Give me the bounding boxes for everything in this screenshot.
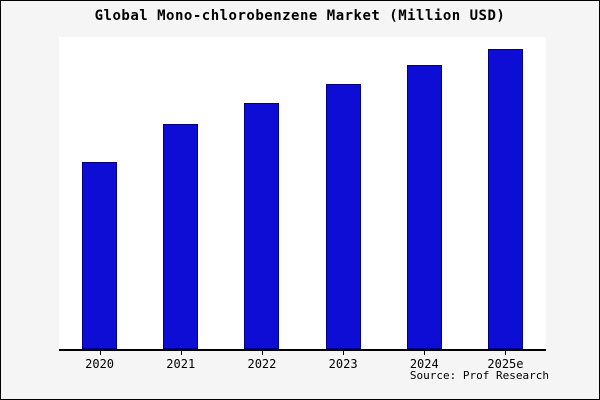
x-axis-tick: [99, 351, 101, 355]
bar-slot-2022: [221, 37, 302, 349]
x-axis-label-2023: 2023: [303, 351, 384, 371]
x-axis-label-text: 2021: [166, 357, 196, 371]
bars-container: [59, 37, 546, 349]
x-axis-label-2022: 2022: [221, 351, 302, 371]
bar-2020: [82, 161, 118, 349]
bar-2021: [163, 124, 199, 349]
bar-slot-2021: [140, 37, 221, 349]
x-axis-label-2021: 2021: [140, 351, 221, 371]
x-axis-tick: [505, 351, 507, 355]
x-axis-labels: 2020 2021 2022 2023 2024 2025e: [59, 351, 546, 371]
x-axis-label-2025e: 2025e: [465, 351, 546, 371]
x-axis-label-text: 2024: [409, 357, 439, 371]
bar-slot-2020: [59, 37, 140, 349]
plot-area: [59, 37, 546, 351]
x-axis-tick: [424, 351, 426, 355]
bar-slot-2023: [303, 37, 384, 349]
bar-2022: [244, 102, 280, 349]
x-axis-label-text: 2023: [328, 357, 358, 371]
bar-2023: [325, 83, 361, 349]
bar-slot-2025e: [465, 37, 546, 349]
x-axis-tick: [343, 351, 345, 355]
bar-2024: [406, 65, 442, 349]
x-axis-label-text: 2020: [85, 357, 115, 371]
bar-slot-2024: [384, 37, 465, 349]
chart-title: Global Mono-chlorobenzene Market (Millio…: [94, 8, 506, 24]
bar-2025e: [487, 49, 523, 349]
x-axis-tick: [261, 351, 263, 355]
x-axis-label-2020: 2020: [59, 351, 140, 371]
source-text: Source: Prof Research: [409, 369, 549, 382]
x-axis-label-text: 2022: [247, 357, 277, 371]
x-axis-tick: [180, 351, 182, 355]
x-axis-label-text: 2025e: [487, 357, 524, 371]
x-axis-label-2024: 2024: [384, 351, 465, 371]
